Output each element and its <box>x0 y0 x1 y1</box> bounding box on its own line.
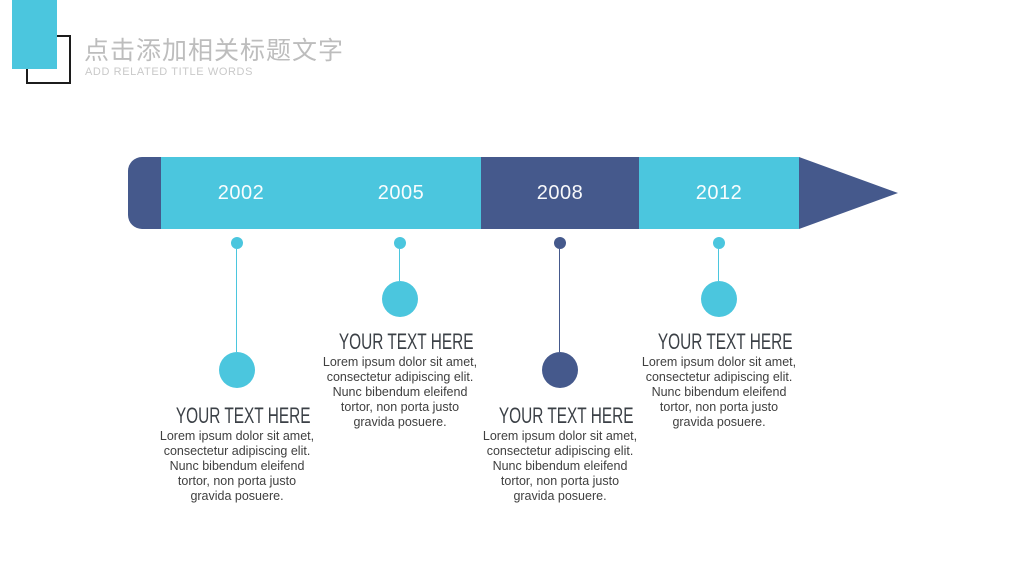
body-line: gravida posuere. <box>353 415 447 429</box>
timeline-entry-2005: YOUR TEXT HERE Lorem ipsum dolor sit ame… <box>310 0 490 575</box>
year-label-2008: 2008 <box>536 182 584 204</box>
page-title: 点击添加相关标题文字 <box>84 37 345 65</box>
body-line: consectetur adipiscing elit. <box>326 370 474 384</box>
connector-line <box>399 249 400 281</box>
entry-heading: YOUR TEXT HERE <box>470 403 650 429</box>
body-line: tortor, non porta justo <box>177 474 297 488</box>
body-line: Lorem ipsum dolor sit amet, <box>482 429 638 443</box>
body-line: consectetur adipiscing elit. <box>645 370 793 384</box>
year-label-2005: 2005 <box>377 182 425 204</box>
timeline-marker-dot <box>713 237 725 249</box>
entry-heading-text: YOUR TEXT HERE <box>175 403 311 428</box>
timeline-bubble <box>542 352 578 388</box>
body-line: tortor, non porta justo <box>659 400 779 414</box>
entry-body: Lorem ipsum dolor sit amet, consectetur … <box>147 429 327 504</box>
body-line: tortor, non porta justo <box>340 400 460 414</box>
page-subtitle: ADD RELATED TITLE WORDS <box>85 66 254 78</box>
timeline-entry-2008: YOUR TEXT HERE Lorem ipsum dolor sit ame… <box>470 0 650 575</box>
pencil-tip-arrow <box>799 157 898 229</box>
entry-heading: YOUR TEXT HERE <box>629 329 809 355</box>
body-line: Nunc bibendum eleifend <box>651 385 787 399</box>
entry-body: Lorem ipsum dolor sit amet, consectetur … <box>470 429 650 504</box>
body-line: consectetur adipiscing elit. <box>163 444 311 458</box>
year-label-2012: 2012 <box>695 182 743 204</box>
timeline-marker-dot <box>394 237 406 249</box>
timeline-marker-dot <box>554 237 566 249</box>
entry-heading: YOUR TEXT HERE <box>310 329 490 355</box>
body-line: Lorem ipsum dolor sit amet, <box>322 355 478 369</box>
body-line: gravida posuere. <box>672 415 766 429</box>
timeline-entry-2012: YOUR TEXT HERE Lorem ipsum dolor sit ame… <box>629 0 809 575</box>
timeline-bubble <box>219 352 255 388</box>
body-line: Lorem ipsum dolor sit amet, <box>641 355 797 369</box>
body-line: Nunc bibendum eleifend <box>332 385 468 399</box>
connector-line <box>236 249 237 352</box>
body-line: Nunc bibendum eleifend <box>492 459 628 473</box>
timeline-bubble <box>382 281 418 317</box>
body-line: tortor, non porta justo <box>500 474 620 488</box>
entry-heading: YOUR TEXT HERE <box>147 403 327 429</box>
connector-line <box>559 249 560 352</box>
timeline-entry-2002: YOUR TEXT HERE Lorem ipsum dolor sit ame… <box>147 0 327 575</box>
year-label-2002: 2002 <box>217 182 265 204</box>
timeline-segment-2008 <box>481 157 639 229</box>
entry-heading-text: YOUR TEXT HERE <box>338 329 474 354</box>
entry-body: Lorem ipsum dolor sit amet, consectetur … <box>629 355 809 430</box>
cyan-square-decoration <box>12 0 57 69</box>
timeline-segment-2012 <box>639 157 799 229</box>
body-line: Nunc bibendum eleifend <box>169 459 305 473</box>
timeline-marker-dot <box>231 237 243 249</box>
entry-heading-text: YOUR TEXT HERE <box>657 329 793 354</box>
body-line: gravida posuere. <box>513 489 607 503</box>
timeline-bubble <box>701 281 737 317</box>
entry-body: Lorem ipsum dolor sit amet, consectetur … <box>310 355 490 430</box>
body-line: gravida posuere. <box>190 489 284 503</box>
body-line: consectetur adipiscing elit. <box>486 444 634 458</box>
connector-line <box>718 249 719 281</box>
timeline-segment-2002-2005 <box>161 157 481 229</box>
body-line: Lorem ipsum dolor sit amet, <box>159 429 315 443</box>
entry-heading-text: YOUR TEXT HERE <box>498 403 634 428</box>
